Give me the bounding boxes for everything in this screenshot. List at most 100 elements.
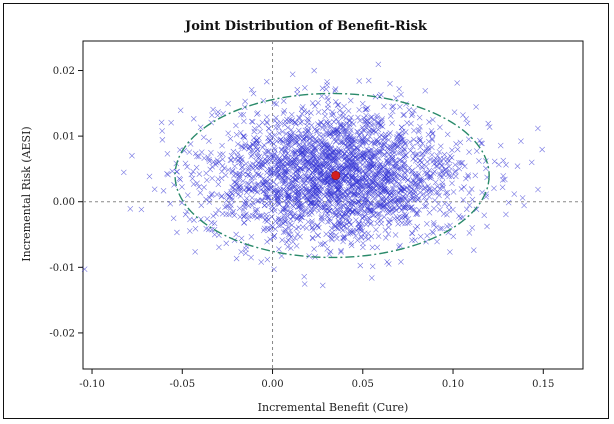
scatter-point [420, 177, 427, 184]
scatter-point [337, 189, 344, 196]
scatter-point [267, 166, 274, 173]
y-tick-label: 0.00 [53, 197, 75, 208]
scatter-point [430, 220, 437, 226]
scatter-point [336, 200, 343, 206]
scatter-point [422, 185, 428, 192]
scatter-point [297, 203, 304, 209]
x-tick-label: -0.10 [79, 379, 105, 390]
scatter-point [240, 213, 247, 220]
scatter-point [388, 206, 394, 213]
scatter-point [348, 114, 354, 121]
scatter-point [417, 158, 424, 164]
scatter-point [393, 160, 399, 167]
scatter-point [293, 177, 300, 183]
scatter-point [446, 173, 453, 180]
scatter-point [281, 121, 288, 128]
scatter-point [258, 197, 265, 203]
scatter-point [261, 202, 268, 209]
scatter-point [360, 152, 367, 158]
scatter-point [463, 116, 469, 122]
scatter-point [308, 160, 315, 167]
scatter-point [390, 210, 396, 216]
scatter-point [325, 196, 332, 203]
scatter-point [409, 230, 415, 236]
scatter-point [283, 187, 290, 194]
scatter-point [271, 132, 278, 139]
scatter-point [466, 230, 473, 236]
scatter-point [254, 111, 260, 117]
scatter-point [238, 111, 244, 118]
scatter-point [211, 231, 218, 238]
x-tick-label: -0.05 [169, 379, 195, 390]
scatter-point [437, 158, 444, 164]
scatter-point [267, 226, 273, 232]
scatter-point [385, 168, 392, 174]
scatter-point [374, 115, 380, 121]
scatter-point [300, 143, 307, 149]
scatter-point [328, 191, 334, 197]
scatter-point [395, 143, 401, 149]
scatter-point [317, 169, 324, 176]
scatter-point [396, 199, 402, 206]
scatter-point [316, 132, 322, 138]
scatter-point [387, 173, 394, 179]
scatter-point [350, 139, 356, 146]
scatter-point [256, 123, 262, 129]
scatter-point [333, 98, 339, 105]
scatter-point [409, 110, 416, 117]
scatter-point [362, 134, 368, 140]
scatter-point [397, 149, 404, 156]
scatter-point [380, 164, 387, 171]
scatter-point [369, 153, 376, 160]
scatter-point [294, 215, 300, 222]
scatter-point [264, 194, 271, 200]
scatter-point [378, 117, 385, 124]
scatter-point [347, 130, 354, 136]
scatter-point [295, 127, 302, 134]
scatter-point [319, 282, 326, 289]
scatter-point [347, 155, 354, 161]
scatter-point [349, 175, 355, 182]
scatter-point [308, 110, 314, 116]
scatter-point [276, 188, 283, 194]
scatter-point [414, 211, 421, 217]
scatter-point [514, 163, 521, 169]
scatter-point [212, 161, 219, 168]
scatter-point [359, 100, 366, 107]
scatter-point [192, 249, 198, 255]
scatter-point [307, 193, 313, 199]
scatter-point [535, 186, 541, 193]
scatter-point [319, 160, 325, 167]
scatter-point [381, 141, 387, 147]
scatter-point [346, 123, 352, 130]
scatter-point [360, 240, 366, 247]
scatter-point [401, 159, 408, 166]
scatter-point [450, 233, 457, 240]
scatter-point [263, 78, 270, 85]
scatter-point [321, 142, 328, 148]
scatter-point [360, 244, 366, 251]
scatter-point [264, 218, 270, 225]
scatter-point [319, 125, 326, 131]
scatter-point [374, 112, 380, 119]
scatter-point [431, 157, 438, 163]
scatter-point [357, 117, 363, 124]
scatter-point [249, 195, 255, 201]
scatter-point [249, 202, 255, 209]
scatter-point [312, 145, 319, 152]
scatter-point [410, 150, 416, 156]
scatter-point [321, 108, 328, 115]
scatter-point [319, 215, 325, 222]
scatter-point [359, 173, 366, 180]
scatter-point [208, 192, 215, 198]
scatter-point [334, 102, 341, 108]
scatter-point [350, 208, 357, 215]
scatter-point [340, 223, 347, 229]
scatter-point [359, 182, 365, 188]
scatter-point [320, 162, 327, 169]
scatter-point [358, 207, 364, 213]
scatter-point [271, 150, 278, 157]
scatter-point [304, 211, 310, 218]
scatter-point [439, 182, 446, 189]
scatter-point [461, 184, 467, 190]
